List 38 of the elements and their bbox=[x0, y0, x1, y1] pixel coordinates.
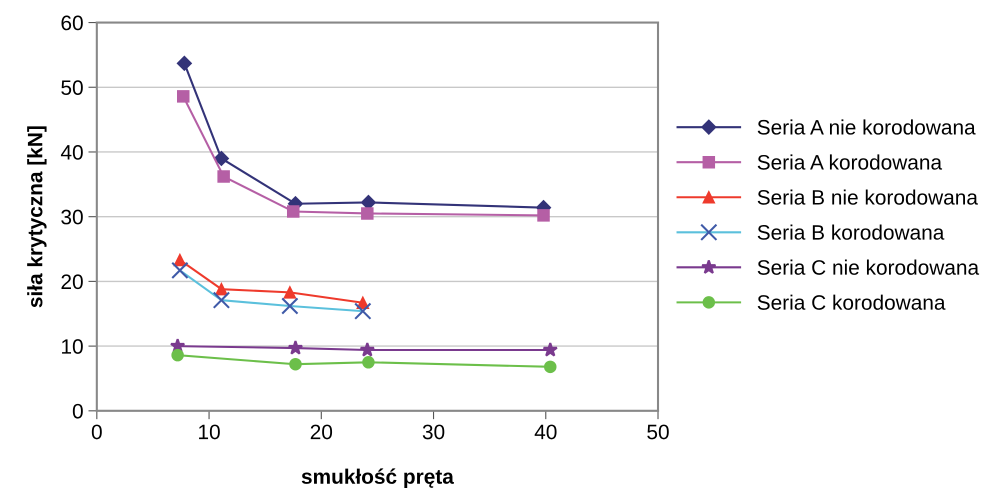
y-tick-label: 60 bbox=[62, 16, 83, 30]
x-axis-title: smukłość pręta bbox=[302, 468, 454, 488]
point bbox=[361, 207, 374, 220]
point bbox=[537, 209, 550, 222]
point bbox=[214, 150, 229, 166]
y-axis-title: siła krytyczna [kN] bbox=[27, 126, 47, 308]
point bbox=[542, 342, 558, 357]
legend-label: Seria B korodowana bbox=[758, 224, 944, 240]
point bbox=[284, 286, 296, 299]
point bbox=[288, 340, 304, 355]
point bbox=[544, 360, 557, 374]
point bbox=[171, 348, 184, 362]
point bbox=[217, 170, 230, 183]
y-tick-label: 30 bbox=[61, 210, 83, 224]
point bbox=[289, 358, 302, 370]
point bbox=[360, 342, 375, 357]
y-tick-label: 20 bbox=[62, 274, 83, 290]
x-tick-label: 10 bbox=[199, 424, 220, 440]
point bbox=[286, 205, 300, 218]
x-tick-label: 20 bbox=[310, 424, 332, 440]
point bbox=[174, 254, 186, 266]
y-tick-label: 40 bbox=[60, 144, 83, 160]
legend-label: Seria C nie korodowana bbox=[758, 260, 980, 275]
point bbox=[215, 282, 228, 296]
point bbox=[362, 356, 375, 369]
x-tick-label: 30 bbox=[422, 424, 444, 440]
y-tick-label: 10 bbox=[62, 339, 83, 354]
y-tick-label: 50 bbox=[61, 80, 83, 96]
x-tick-label: 50 bbox=[647, 424, 669, 440]
legend-label: Seria A nie korodowana bbox=[758, 119, 976, 135]
legend-label: Seria B nie korodowana bbox=[758, 189, 978, 205]
x-tick-label: 0 bbox=[92, 424, 102, 440]
point bbox=[176, 56, 192, 71]
point bbox=[176, 90, 190, 103]
x-tick-label: 40 bbox=[534, 424, 557, 440]
legend-label: Seria A korodowana bbox=[758, 154, 942, 170]
legend-label: Seria C korodowana bbox=[758, 294, 946, 310]
y-tick-label: 0 bbox=[72, 404, 83, 419]
